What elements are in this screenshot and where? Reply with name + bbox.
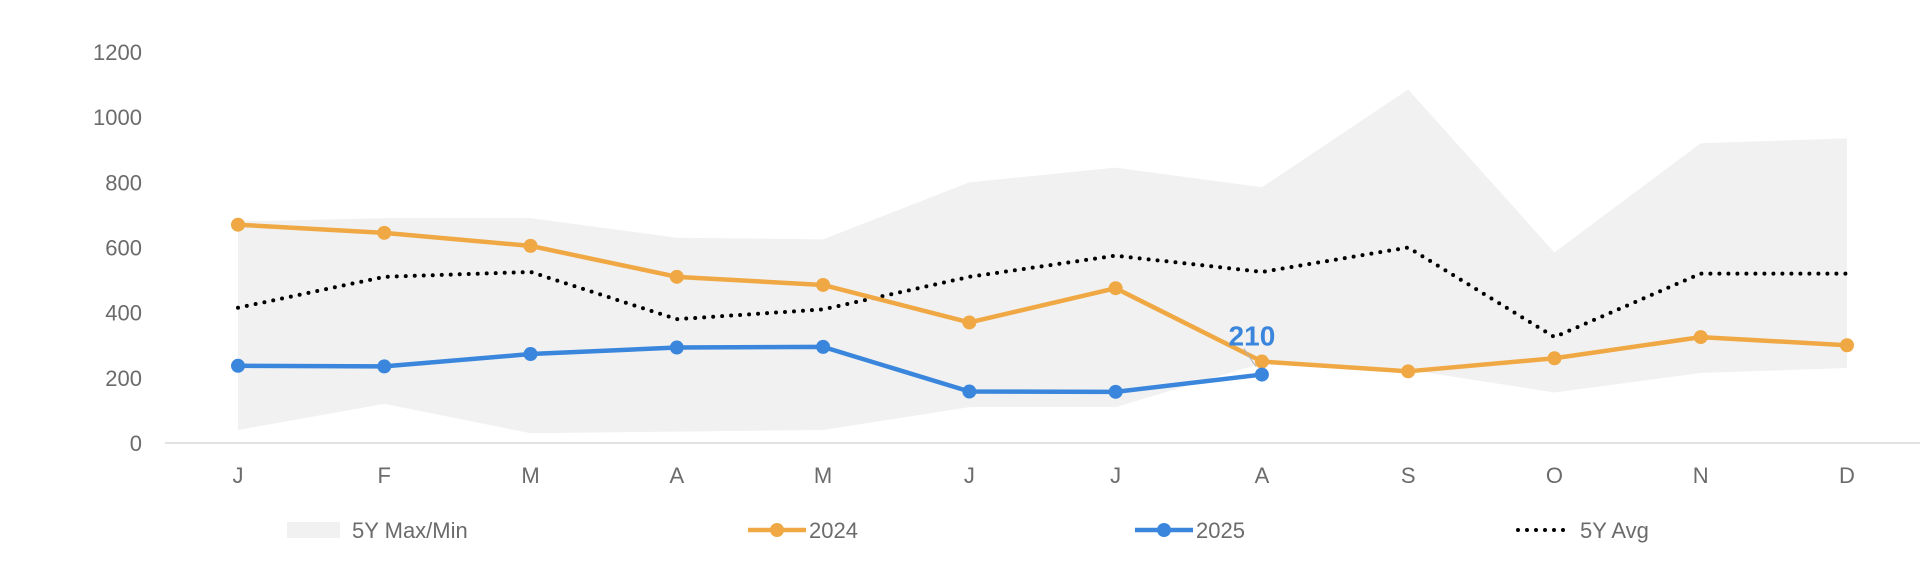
data-point-2024 <box>1401 364 1416 379</box>
x-tick-label: O <box>1546 463 1563 488</box>
band-layer <box>238 89 1847 434</box>
legend-item-2024: 2024 <box>748 518 858 543</box>
data-point-2025 <box>669 340 684 355</box>
data-point-2024 <box>1254 354 1269 369</box>
x-tick-label: S <box>1401 463 1416 488</box>
x-tick-label: F <box>378 463 391 488</box>
legend-label: 5Y Max/Min <box>352 518 468 543</box>
x-tick-label: J <box>1110 463 1121 488</box>
legend-item-5y-avg: 5Y Avg <box>1516 518 1649 543</box>
series-line-2025 <box>237 344 1263 395</box>
data-point-2024 <box>523 238 538 253</box>
data-point-2024 <box>231 217 245 232</box>
data-point-2024 <box>669 269 684 284</box>
series-5y-avg <box>236 245 1849 340</box>
legend-label: 2025 <box>1196 518 1245 543</box>
band-area-5y-max-min <box>238 89 1847 434</box>
legend-item-5y-max-min: 5Y Max/Min <box>287 518 468 543</box>
annotation-layer: 210 <box>1229 321 1276 367</box>
legend: 5Y Max/Min 2024 2025 5Y Avg <box>287 518 1649 543</box>
x-tick-label: A <box>1255 463 1270 488</box>
series-line-2024 <box>237 222 1848 374</box>
series-layer <box>231 217 1854 399</box>
data-point-2024 <box>1693 330 1708 345</box>
data-point-2025 <box>816 339 831 354</box>
data-point-2025 <box>377 359 392 374</box>
data-point-2024 <box>377 225 392 240</box>
y-tick-label: 1000 <box>93 105 142 130</box>
x-tick-label: J <box>964 463 975 488</box>
data-point-2025 <box>1108 384 1123 399</box>
y-tick-label: 200 <box>105 366 142 391</box>
legend-label: 2024 <box>809 518 858 543</box>
y-tick-label: 1200 <box>93 40 142 65</box>
data-point-2024 <box>962 315 977 330</box>
x-tick-label: M <box>521 463 539 488</box>
x-tick-label: N <box>1693 463 1709 488</box>
axis-layer: 0 200 400 600 800 1000 1200 J F M A M J J A S O N D <box>93 40 1920 488</box>
y-tick-label: 800 <box>105 170 142 195</box>
series-2024 <box>231 217 1854 379</box>
data-point-2025 <box>962 384 977 399</box>
series-2025 <box>231 339 1269 399</box>
x-tick-label: J <box>233 463 244 488</box>
x-tick-label: M <box>814 463 832 488</box>
data-point-2025 <box>231 358 245 373</box>
x-tick-label: D <box>1839 463 1855 488</box>
data-point-2024 <box>1840 338 1854 353</box>
y-tick-label: 600 <box>105 236 142 261</box>
legend-swatch-marker <box>770 523 784 537</box>
legend-item-2025: 2025 <box>1135 518 1245 543</box>
data-point-2024 <box>1108 281 1123 296</box>
data-point-2025 <box>1254 367 1269 382</box>
x-tick-label: A <box>669 463 684 488</box>
y-tick-label: 400 <box>105 301 142 326</box>
legend-swatch-band <box>287 522 340 538</box>
y-tick-label: 0 <box>130 431 142 456</box>
data-label-2025: 210 <box>1229 321 1276 352</box>
series-line-5y-avg <box>236 245 1849 340</box>
legend-swatch-marker <box>1157 523 1171 537</box>
data-point-2024 <box>1547 351 1562 366</box>
legend-label: 5Y Avg <box>1580 518 1649 543</box>
data-point-2024 <box>816 277 831 292</box>
data-label-leader <box>1243 348 1257 367</box>
data-point-2025 <box>523 347 538 362</box>
